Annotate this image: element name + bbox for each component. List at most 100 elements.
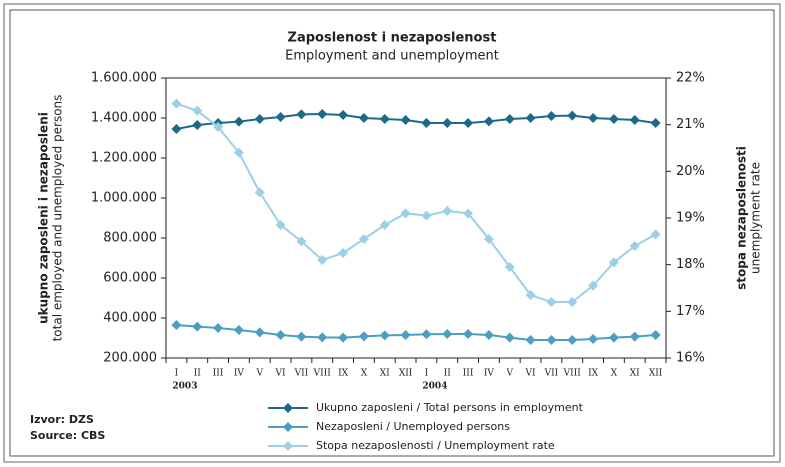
series-marker bbox=[504, 332, 515, 343]
y-tick-label: 1.400.000 bbox=[91, 111, 157, 126]
legend-label: Nezaposleni / Unemployed persons bbox=[316, 420, 510, 433]
y-axis-label: ukupno zaposleni i nezaposleni bbox=[37, 112, 51, 324]
y-tick-label: 600.000 bbox=[103, 271, 157, 286]
series-marker bbox=[275, 330, 286, 340]
x-tick-label: V bbox=[506, 369, 514, 379]
x-tick-label: IV bbox=[484, 369, 495, 379]
y-axis-sublabel: total employed and unemployed persons bbox=[51, 95, 65, 342]
series-marker bbox=[608, 332, 619, 343]
x-tick-label: IX bbox=[588, 369, 599, 379]
series-marker bbox=[546, 111, 557, 121]
x-tick-label: X bbox=[361, 369, 368, 379]
x-tick-label: VI bbox=[525, 369, 536, 379]
series-marker bbox=[629, 331, 640, 342]
series-marker bbox=[296, 331, 307, 342]
source-label: Izvor: DZS bbox=[30, 413, 94, 426]
series-marker bbox=[629, 115, 640, 125]
series-marker bbox=[317, 109, 328, 119]
series-marker bbox=[463, 118, 474, 128]
y2-tick-label: 17% bbox=[676, 304, 705, 319]
y2-axis-label: stopa nezaposlenosti bbox=[735, 146, 749, 290]
series-marker bbox=[483, 330, 494, 340]
series-marker bbox=[358, 331, 369, 342]
series-marker bbox=[483, 116, 494, 127]
series-marker bbox=[192, 105, 203, 116]
series-marker bbox=[442, 118, 453, 128]
series-marker bbox=[442, 329, 453, 339]
x-tick-label: VII bbox=[294, 369, 309, 379]
series-marker bbox=[379, 330, 390, 341]
series-marker bbox=[233, 116, 244, 127]
series-marker bbox=[338, 332, 349, 343]
x-tick-label: XI bbox=[380, 369, 390, 379]
y2-tick-label: 19% bbox=[676, 211, 705, 226]
series-marker bbox=[421, 118, 432, 128]
x-tick-label: II bbox=[194, 369, 202, 379]
series-marker bbox=[546, 297, 557, 307]
x-tick-label: VII bbox=[544, 369, 559, 379]
y-tick-label: 1.000.000 bbox=[91, 191, 157, 206]
inner-frame bbox=[9, 9, 775, 457]
series-marker bbox=[254, 114, 265, 124]
series-marker bbox=[296, 236, 307, 247]
x-tick-label: IX bbox=[338, 369, 349, 379]
y2-tick-label: 22% bbox=[676, 71, 705, 86]
series-marker bbox=[525, 113, 536, 123]
legend-marker bbox=[283, 422, 293, 432]
series-marker bbox=[254, 187, 265, 198]
series-marker bbox=[442, 206, 453, 216]
series-marker bbox=[504, 262, 515, 272]
series-marker bbox=[400, 208, 411, 219]
series-marker bbox=[504, 114, 515, 124]
series-marker bbox=[421, 329, 432, 340]
series-line bbox=[176, 102, 657, 303]
y-tick-label: 400.000 bbox=[103, 311, 157, 326]
legend-label: Stopa nezaposlenosti / Unemployment rate bbox=[316, 439, 555, 452]
series-marker bbox=[192, 120, 203, 130]
x-tick-label: VI bbox=[275, 369, 286, 379]
series-marker bbox=[525, 290, 536, 300]
x-tick-label: VIII bbox=[313, 369, 332, 379]
legend-marker bbox=[283, 403, 293, 413]
x-group-label: 2003 bbox=[172, 382, 197, 392]
series-marker bbox=[463, 329, 474, 339]
x-tick-label: X bbox=[611, 369, 618, 379]
outer-frame bbox=[3, 3, 781, 463]
y2-tick-label: 16% bbox=[676, 351, 705, 366]
series-marker bbox=[421, 210, 432, 221]
series-marker bbox=[608, 114, 619, 124]
series-marker bbox=[213, 122, 224, 132]
series-marker bbox=[358, 113, 369, 123]
y2-axis-sublabel: unemplyment rate bbox=[749, 162, 763, 274]
x-group-label: 2004 bbox=[422, 382, 447, 392]
series-marker bbox=[171, 124, 182, 134]
series-marker bbox=[275, 112, 286, 122]
series-marker bbox=[317, 255, 328, 265]
y2-tick-label: 21% bbox=[676, 117, 705, 132]
x-tick-label: V bbox=[256, 369, 264, 379]
series-marker bbox=[233, 147, 244, 158]
series-marker bbox=[588, 113, 599, 123]
legend-label: Ukupno zaposleni / Total persons in empl… bbox=[316, 401, 584, 414]
series-marker bbox=[650, 118, 661, 128]
series-marker bbox=[379, 114, 390, 124]
series-marker bbox=[567, 297, 578, 307]
series-marker bbox=[233, 325, 244, 335]
x-tick-label: III bbox=[463, 369, 474, 379]
x-tick-label: XI bbox=[630, 369, 640, 379]
source-label-en: Source: CBS bbox=[30, 429, 105, 442]
series-marker bbox=[358, 234, 369, 244]
series-marker bbox=[400, 330, 411, 340]
series-marker bbox=[546, 335, 557, 345]
series-marker bbox=[317, 332, 328, 343]
y2-tick-label: 20% bbox=[676, 164, 705, 179]
series-marker bbox=[483, 234, 494, 244]
y-tick-label: 200.000 bbox=[103, 351, 157, 366]
series-marker bbox=[213, 323, 224, 333]
series-marker bbox=[629, 241, 640, 251]
series-marker bbox=[296, 109, 307, 120]
x-tick-label: XII bbox=[399, 369, 413, 379]
series-marker bbox=[567, 335, 578, 345]
chart-subtitle: Employment and unemployment bbox=[285, 49, 499, 64]
series-marker bbox=[338, 248, 349, 258]
